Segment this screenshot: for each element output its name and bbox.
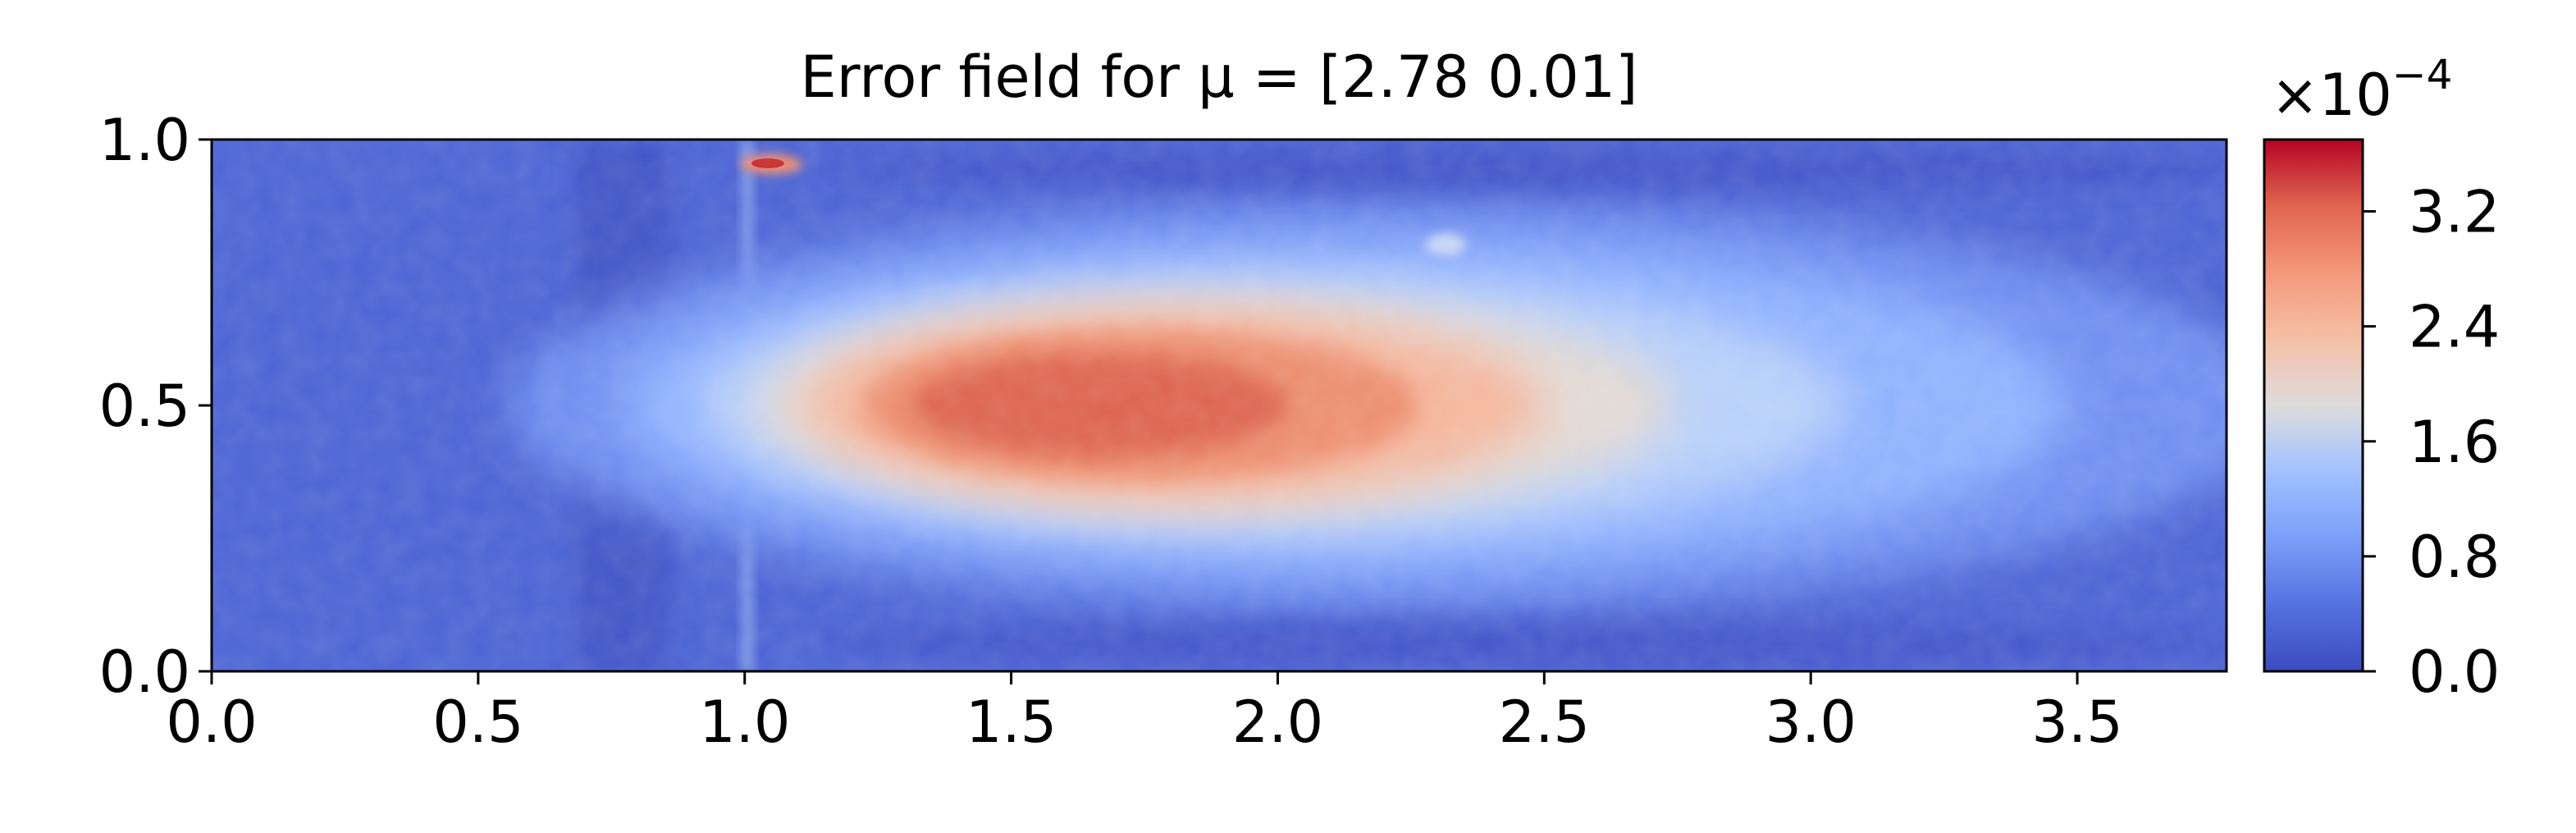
colorbar-tick-label: 3.2: [2409, 179, 2500, 246]
x-tick-label: 2.0: [1232, 689, 1323, 756]
chart-title: Error field for μ = [2.78 0.01]: [801, 43, 1638, 111]
y-tick-label: 1.0: [99, 107, 190, 174]
colorbar-ticks: 0.0 0.8 1.6 2.4 3.2: [2363, 179, 2500, 706]
colorbar: 0.0 0.8 1.6 2.4 3.2 ×10−4: [2263, 51, 2500, 706]
colorbar-tick-label: 0.8: [2409, 524, 2500, 591]
x-tick-label: 1.0: [699, 689, 790, 756]
x-tick-label: 3.0: [1765, 689, 1857, 756]
colorbar-gradient: [2263, 138, 2364, 673]
colorbar-tick-label: 2.4: [2409, 294, 2500, 361]
colorbar-tick-label: 1.6: [2409, 409, 2500, 476]
x-tick-label: 3.5: [2031, 689, 2122, 756]
colorbar-tick-label: 0.0: [2409, 638, 2500, 706]
x-tick-label: 2.5: [1499, 689, 1590, 756]
x-tick-label: 0.0: [166, 689, 257, 756]
colorbar-exponent: −4: [2392, 51, 2453, 98]
x-tick-label: 0.5: [432, 689, 523, 756]
heatmap-field: [212, 140, 2227, 671]
x-axis-ticks: 0.0 0.5 1.0 1.5 2.0 2.5 3.0 3.5: [166, 671, 2123, 756]
y-axis-ticks: 0.0 0.5 1.0: [99, 107, 212, 706]
colorbar-multiplier: ×10−4: [2271, 51, 2452, 129]
y-tick-label: 0.0: [99, 638, 190, 706]
x-tick-label: 1.5: [966, 689, 1057, 756]
y-tick-label: 0.5: [99, 373, 190, 440]
